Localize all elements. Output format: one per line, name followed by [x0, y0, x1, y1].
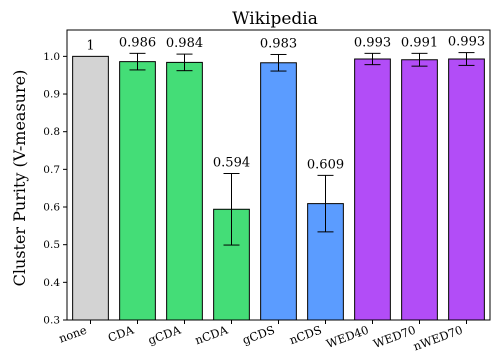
y-tick-label: 0.6	[43, 202, 60, 214]
x-tick-label: CDA	[106, 322, 136, 344]
x-tick-label: gCDA	[146, 322, 183, 347]
error-bar-nCDA	[223, 172, 240, 246]
y-tick-label: 0.5	[43, 239, 60, 251]
data-label-WED40: 0.993	[354, 35, 391, 50]
bar-gCDA	[166, 61, 203, 321]
x-tick-label: gCDS	[240, 323, 276, 348]
bar-WED40	[354, 58, 391, 321]
data-label-nWED70: 0.993	[448, 35, 485, 50]
error-bar-nWED70	[458, 52, 475, 66]
plot-frame	[66, 29, 491, 321]
plot-area: 1 none 0.986 CDA 0.984 gCDA 0.594 nCDA 0.983 gCDS…	[43, 29, 491, 354]
x-tick-label: WED70	[371, 323, 417, 351]
data-label-nCDA: 0.594	[213, 155, 250, 170]
data-label-WED70: 0.991	[401, 35, 438, 50]
y-tick-label: 0.7	[43, 164, 60, 176]
x-tick-label: none	[57, 323, 89, 346]
chart-title: Wikipedia	[232, 9, 318, 29]
data-label-none: 1	[86, 38, 94, 53]
bar-none	[72, 55, 109, 321]
y-tick-label: 0.8	[43, 126, 60, 138]
y-tick-label: 0.4	[43, 277, 60, 289]
error-bar-WED70	[411, 52, 428, 67]
x-tick-label: nCDA	[193, 322, 230, 347]
data-label-CDA: 0.986	[119, 35, 156, 50]
y-axis-label: Cluster Purity (V-measure)	[10, 70, 29, 287]
bar-nWED70	[448, 58, 485, 321]
data-label-gCDA: 0.984	[166, 36, 203, 51]
error-bar-nCDS	[317, 174, 334, 233]
bar-gCDS	[260, 62, 297, 321]
x-tick-label: nCDS	[287, 323, 323, 348]
bar-CDA	[119, 61, 156, 321]
y-tick-label: 1.0	[43, 51, 60, 63]
data-label-gCDS: 0.983	[260, 36, 297, 51]
x-tick-label: nWED70	[411, 323, 464, 354]
bar-WED70	[401, 59, 438, 321]
y-tick-label: 0.3	[43, 315, 60, 327]
error-bar-gCDS	[270, 53, 287, 72]
error-bar-CDA	[129, 52, 146, 71]
x-tick-label: WED40	[324, 323, 370, 351]
data-label-nCDS: 0.609	[307, 157, 344, 172]
error-bar-gCDA	[176, 53, 193, 72]
y-tick-label: 0.9	[43, 89, 60, 101]
error-bar-WED40	[364, 52, 381, 66]
